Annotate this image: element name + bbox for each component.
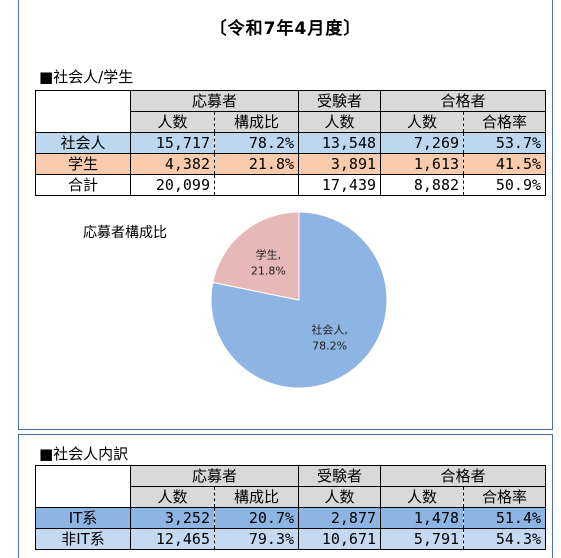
header-examinees: 受験者 [298,90,382,112]
header-applicants: 応募者 [129,465,300,487]
cell-pass-rate: 51.4% [463,507,547,529]
cell-passed: 5,791 [380,528,465,550]
cell-examinees: 13,548 [298,132,382,154]
subheader-pass-rate: 合格率 [463,111,547,133]
pie-chart: 社会人, 78.2% 学生, 21.8% [210,211,388,389]
section-label-students: ■社会人/学生 [39,68,134,86]
header-passed: 合格者 [380,465,547,487]
cell-examinees: 2,877 [298,507,382,529]
pie-label-1: 学生, [256,248,282,262]
table-row: 非IT系 12,465 79.3% 10,671 5,791 54.3% [35,528,547,550]
header-applicants: 応募者 [129,90,300,112]
subheader-ratio: 構成比 [213,486,300,508]
cell-pass-rate: 41.5% [463,153,547,175]
header-passed: 合格者 [380,90,547,112]
page-title: 〔令和7年4月度〕 [209,19,362,39]
cell-applicants: 20,099 [130,174,215,196]
cell-examinees: 10,671 [298,528,382,550]
cell-pass-rate: 54.3% [463,528,547,550]
row-label: 合計 [35,174,131,196]
row-label: IT系 [35,507,131,529]
cell-passed: 1,613 [380,153,465,175]
table-row: 社会人 15,717 78.2% 13,548 7,269 53.7% [35,132,547,154]
table-row: IT系 3,252 20.7% 2,877 1,478 51.4% [35,507,547,529]
cell-ratio: 20.7% [213,507,300,529]
pie-value-label-1: 21.8% [251,265,286,278]
row-label: 非IT系 [35,528,131,550]
cell-ratio: 78.2% [213,132,300,154]
subheader-count: 人数 [130,486,215,508]
breakdown-panel: ■社会人内訳 応募者 受験者 合格者 人数 構成比 人数 人数 合格率 IT系 … [18,434,553,558]
summary-panel: 〔令和7年4月度〕 ■社会人/学生 応募者 受験者 合格者 人数 構成比 人数 … [18,0,553,430]
section-label-breakdown: ■社会人内訳 [39,445,129,463]
row-label: 学生 [35,153,131,175]
cell-examinees: 17,439 [298,174,382,196]
cell-pass-rate: 53.7% [463,132,547,154]
pie-value-label-0: 78.2% [312,339,347,352]
subheader-count: 人数 [380,111,465,133]
table-row: 学生 4,382 21.8% 3,891 1,613 41.5% [35,153,547,175]
cell-pass-rate: 50.9% [463,174,547,196]
subheader-count: 人数 [298,486,382,508]
subheader-ratio: 構成比 [213,111,300,133]
cell-applicants: 3,252 [130,507,215,529]
cell-examinees: 3,891 [298,153,382,175]
cell-ratio [213,174,300,196]
cell-ratio: 21.8% [213,153,300,175]
table-row: 合計 20,099 17,439 8,882 50.9% [35,174,547,196]
pie-slice-1 [212,211,300,301]
pie-label-0: 社会人, [311,322,348,336]
chart-title: 応募者構成比 [83,225,167,241]
table-corner [35,465,131,508]
table-corner [35,90,131,133]
cell-passed: 1,478 [380,507,465,529]
subheader-pass-rate: 合格率 [463,486,547,508]
breakdown-table: 応募者 受験者 合格者 人数 構成比 人数 人数 合格率 IT系 3,252 2… [35,465,547,550]
cell-passed: 7,269 [380,132,465,154]
cell-ratio: 79.3% [213,528,300,550]
subheader-count: 人数 [380,486,465,508]
applicants-table: 応募者 受験者 合格者 人数 構成比 人数 人数 合格率 社会人 15,717 … [35,90,547,196]
cell-applicants: 12,465 [130,528,215,550]
subheader-count: 人数 [130,111,215,133]
header-examinees: 受験者 [298,465,382,487]
